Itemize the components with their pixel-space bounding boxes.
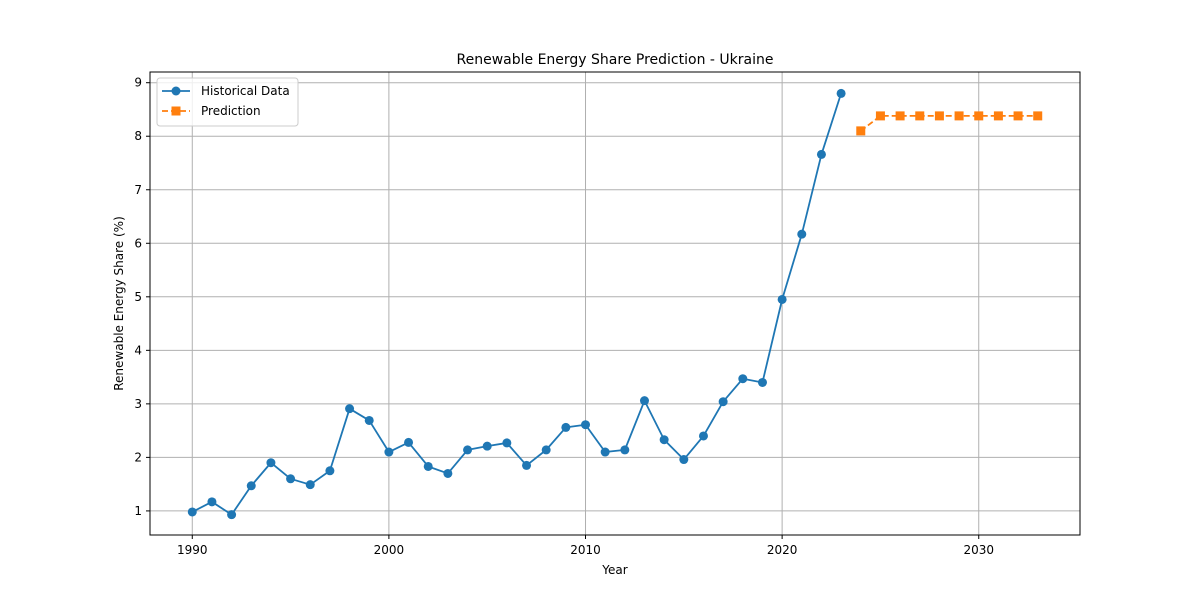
- data-point-historical: [718, 397, 728, 407]
- data-point-historical: [659, 435, 669, 445]
- x-tick-label: 2000: [374, 543, 405, 557]
- data-point-historical: [187, 507, 197, 517]
- data-point-historical: [679, 455, 689, 465]
- data-point-historical: [816, 149, 826, 159]
- data-point-historical: [698, 431, 708, 441]
- data-point-historical: [305, 480, 315, 490]
- y-tick-label: 2: [134, 450, 142, 464]
- y-tick-label: 5: [134, 290, 142, 304]
- data-point-prediction: [954, 111, 964, 121]
- chart-title: Renewable Energy Share Prediction - Ukra…: [457, 52, 774, 68]
- x-tick-label: 1990: [177, 543, 208, 557]
- legend: Historical Data Prediction: [156, 77, 299, 127]
- x-axis-label: Year: [601, 563, 627, 577]
- y-tick-label: 8: [134, 129, 142, 143]
- data-point-historical: [463, 445, 473, 455]
- data-point-historical: [404, 437, 414, 447]
- series-line-prediction: [860, 114, 1038, 132]
- data-point-historical: [541, 445, 551, 455]
- y-axis-label: Renewable Energy Share (%): [112, 216, 126, 391]
- series-layer: [187, 88, 1043, 520]
- data-point-prediction: [875, 111, 885, 121]
- data-point-historical: [522, 460, 532, 470]
- data-point-prediction: [1033, 111, 1043, 121]
- data-point-historical: [246, 481, 256, 491]
- data-point-prediction: [856, 126, 866, 136]
- y-tick-label: 4: [134, 343, 142, 357]
- data-point-historical: [777, 294, 787, 304]
- data-point-prediction: [993, 111, 1003, 121]
- data-point-historical: [639, 396, 649, 406]
- data-point-prediction: [895, 111, 905, 121]
- data-point-historical: [423, 461, 433, 471]
- legend-frame: [156, 77, 299, 127]
- legend-historical-marker: [171, 86, 181, 96]
- data-point-historical: [227, 510, 237, 520]
- data-point-historical: [345, 404, 355, 414]
- x-tick-label: 2010: [570, 543, 601, 557]
- legend-historical-label: Historical Data: [201, 84, 290, 98]
- y-tick-label: 1: [134, 504, 142, 518]
- y-tick-label: 9: [134, 76, 142, 90]
- y-tick-label: 6: [134, 236, 142, 250]
- data-point-historical: [600, 447, 610, 457]
- x-tick-label: 2030: [963, 543, 994, 557]
- legend-prediction-marker: [171, 106, 181, 116]
- data-point-historical: [266, 458, 276, 468]
- x-tick-label: 2020: [767, 543, 798, 557]
- legend-prediction-label: Prediction: [201, 104, 261, 118]
- data-point-historical: [502, 438, 512, 448]
- data-point-historical: [738, 374, 748, 384]
- data-point-historical: [482, 441, 492, 451]
- data-point-prediction: [915, 111, 925, 121]
- data-point-historical: [757, 377, 767, 387]
- data-point-historical: [364, 415, 374, 425]
- data-point-historical: [836, 88, 846, 98]
- data-point-historical: [797, 229, 807, 239]
- y-tick-label: 3: [134, 397, 142, 411]
- series-line-historical: [191, 93, 842, 516]
- y-tick-label: 7: [134, 183, 142, 197]
- ticks: 1990 2000 2010 2020 2030 1 2 3 4 5 6 7 8 9: [134, 76, 994, 557]
- grid: [150, 72, 1080, 535]
- data-point-historical: [325, 466, 335, 476]
- data-point-historical: [384, 447, 394, 457]
- plot-area-frame: [149, 71, 1081, 536]
- data-point-historical: [620, 445, 630, 455]
- data-point-historical: [207, 497, 217, 507]
- data-point-prediction: [934, 111, 944, 121]
- data-point-historical: [443, 468, 453, 478]
- data-point-historical: [581, 420, 591, 430]
- data-point-historical: [561, 422, 571, 432]
- data-point-prediction: [974, 111, 984, 121]
- data-point-prediction: [1013, 111, 1023, 121]
- data-point-historical: [286, 474, 296, 484]
